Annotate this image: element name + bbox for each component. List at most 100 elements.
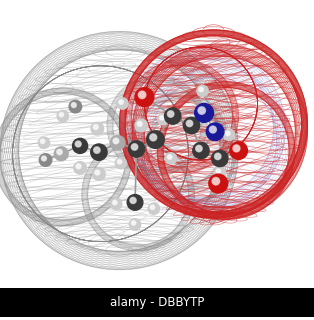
Circle shape bbox=[133, 145, 137, 149]
Circle shape bbox=[198, 107, 206, 114]
Circle shape bbox=[42, 157, 46, 160]
Circle shape bbox=[113, 201, 116, 204]
Circle shape bbox=[226, 132, 229, 135]
Circle shape bbox=[167, 111, 174, 117]
Circle shape bbox=[160, 116, 164, 120]
Circle shape bbox=[41, 140, 44, 143]
Circle shape bbox=[91, 122, 104, 135]
Circle shape bbox=[54, 147, 68, 161]
Circle shape bbox=[38, 137, 50, 148]
Circle shape bbox=[140, 92, 144, 97]
Circle shape bbox=[150, 134, 157, 141]
Circle shape bbox=[132, 222, 135, 224]
Circle shape bbox=[131, 198, 135, 202]
Circle shape bbox=[93, 124, 98, 130]
Circle shape bbox=[39, 154, 52, 166]
Circle shape bbox=[57, 110, 68, 122]
Circle shape bbox=[216, 155, 220, 158]
Text: alamy - DBBYTP: alamy - DBBYTP bbox=[110, 296, 204, 309]
Circle shape bbox=[200, 88, 203, 91]
Circle shape bbox=[217, 170, 220, 172]
Circle shape bbox=[131, 144, 138, 150]
Circle shape bbox=[212, 177, 220, 185]
Circle shape bbox=[225, 131, 230, 136]
Circle shape bbox=[41, 156, 46, 161]
Circle shape bbox=[209, 126, 216, 133]
Circle shape bbox=[131, 221, 136, 225]
Circle shape bbox=[59, 112, 64, 117]
Circle shape bbox=[158, 114, 169, 125]
Circle shape bbox=[71, 102, 76, 108]
Circle shape bbox=[150, 205, 155, 210]
Circle shape bbox=[230, 142, 247, 159]
Circle shape bbox=[72, 104, 75, 107]
Circle shape bbox=[138, 91, 146, 99]
Circle shape bbox=[224, 129, 235, 140]
Circle shape bbox=[138, 122, 141, 125]
Circle shape bbox=[40, 139, 45, 144]
Circle shape bbox=[129, 219, 141, 230]
Circle shape bbox=[96, 171, 99, 174]
Circle shape bbox=[73, 138, 88, 153]
Circle shape bbox=[196, 145, 202, 152]
Circle shape bbox=[160, 116, 163, 119]
Circle shape bbox=[118, 160, 121, 163]
Circle shape bbox=[117, 159, 122, 164]
Circle shape bbox=[206, 123, 224, 140]
Circle shape bbox=[214, 153, 221, 160]
Circle shape bbox=[93, 168, 105, 180]
Circle shape bbox=[167, 155, 172, 159]
Circle shape bbox=[216, 169, 221, 173]
Circle shape bbox=[151, 135, 155, 140]
Circle shape bbox=[168, 156, 171, 158]
Circle shape bbox=[214, 179, 218, 183]
Circle shape bbox=[112, 200, 117, 205]
Circle shape bbox=[147, 131, 164, 148]
Circle shape bbox=[234, 146, 239, 150]
Circle shape bbox=[165, 153, 177, 164]
Circle shape bbox=[57, 149, 62, 155]
Circle shape bbox=[95, 170, 100, 175]
Circle shape bbox=[151, 206, 154, 209]
Circle shape bbox=[197, 85, 208, 97]
Circle shape bbox=[60, 113, 63, 116]
Circle shape bbox=[214, 167, 225, 178]
Circle shape bbox=[130, 197, 136, 204]
Circle shape bbox=[195, 103, 214, 122]
Circle shape bbox=[127, 195, 143, 210]
Circle shape bbox=[183, 117, 200, 134]
Circle shape bbox=[186, 120, 193, 127]
Circle shape bbox=[58, 150, 61, 154]
Circle shape bbox=[199, 87, 203, 92]
Circle shape bbox=[95, 148, 99, 152]
Circle shape bbox=[77, 165, 80, 168]
Circle shape bbox=[233, 145, 240, 152]
Circle shape bbox=[94, 125, 97, 129]
Circle shape bbox=[69, 100, 82, 113]
Circle shape bbox=[75, 141, 81, 147]
Circle shape bbox=[119, 100, 123, 104]
Circle shape bbox=[113, 138, 119, 144]
Bar bbox=[0, 288, 314, 317]
Circle shape bbox=[169, 112, 173, 116]
Circle shape bbox=[94, 147, 100, 153]
Circle shape bbox=[199, 108, 204, 113]
Circle shape bbox=[91, 144, 107, 160]
Circle shape bbox=[187, 122, 192, 125]
Circle shape bbox=[135, 119, 148, 132]
Circle shape bbox=[193, 142, 209, 159]
Circle shape bbox=[117, 98, 128, 109]
Circle shape bbox=[135, 88, 154, 107]
Circle shape bbox=[212, 150, 228, 167]
Circle shape bbox=[111, 198, 122, 210]
Circle shape bbox=[76, 164, 81, 169]
Circle shape bbox=[137, 121, 142, 126]
Circle shape bbox=[128, 141, 145, 157]
Circle shape bbox=[76, 142, 80, 146]
Circle shape bbox=[114, 139, 118, 143]
Circle shape bbox=[74, 162, 86, 174]
Circle shape bbox=[148, 203, 160, 214]
Circle shape bbox=[111, 135, 125, 150]
Circle shape bbox=[120, 101, 122, 103]
Circle shape bbox=[115, 157, 127, 169]
